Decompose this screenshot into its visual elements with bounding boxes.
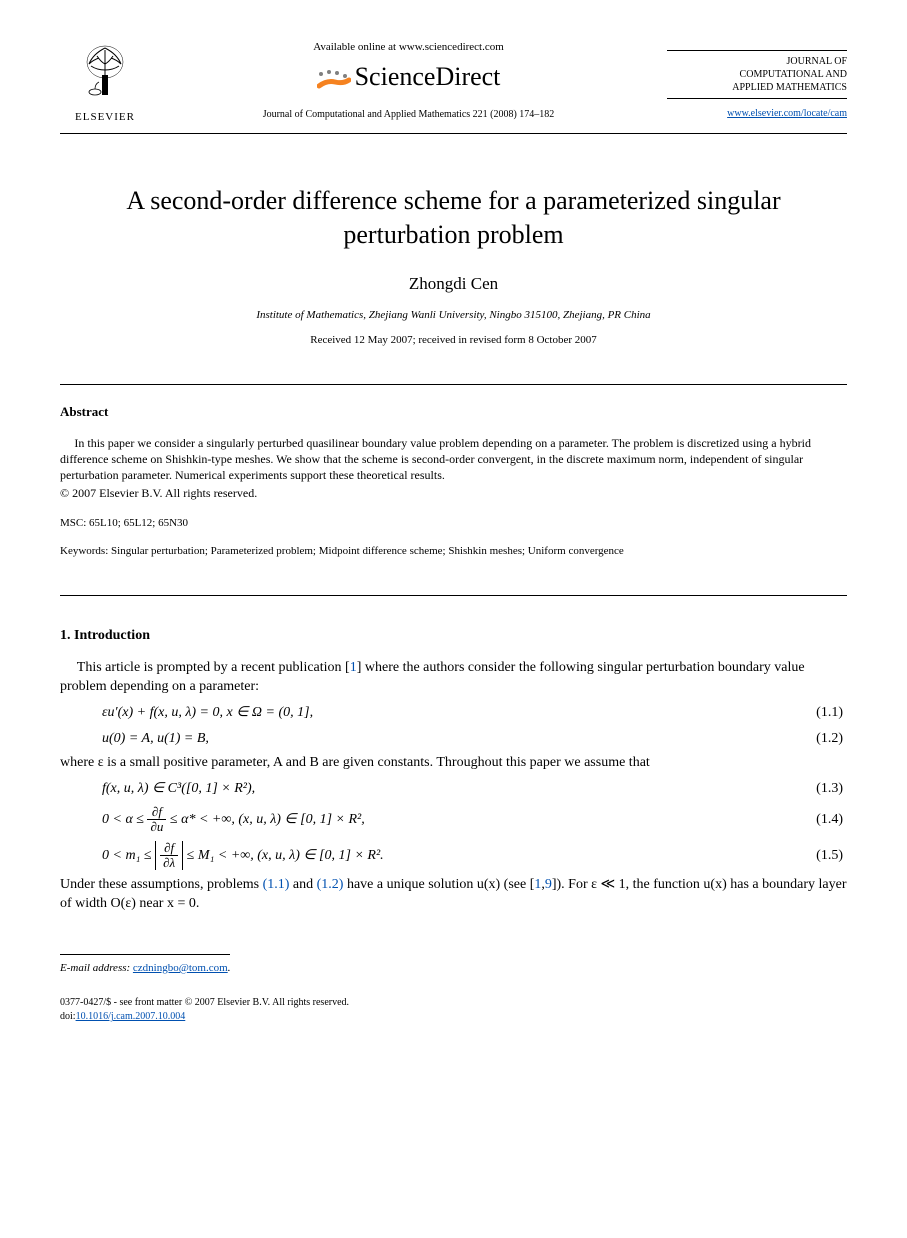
journal-name-line: APPLIED MATHEMATICS	[667, 81, 847, 99]
elsevier-label: ELSEVIER	[75, 110, 135, 125]
doi-line: doi:10.1016/j.cam.2007.10.004	[60, 1010, 847, 1024]
citation-link[interactable]: 1	[350, 660, 357, 675]
msc-codes: 65L10; 65L12; 65N30	[89, 517, 188, 529]
equation-number: (1.4)	[816, 810, 847, 830]
elsevier-logo: ELSEVIER	[60, 40, 150, 125]
article-title: A second-order difference scheme for a p…	[60, 184, 847, 252]
equation: f(x, u, λ) ∈ C³([0, 1] × R²), (1.3)	[60, 779, 847, 799]
journal-name-block: JOURNAL OF COMPUTATIONAL AND APPLIED MAT…	[667, 40, 847, 120]
msc-line: MSC: 65L10; 65L12; 65N30	[60, 516, 847, 531]
equation-content: u(0) = A, u(1) = B,	[102, 729, 816, 749]
body-paragraph: where ε is a small positive parameter, A…	[60, 754, 847, 773]
keywords-line: Keywords: Singular perturbation; Paramet…	[60, 544, 847, 559]
journal-name-line: COMPUTATIONAL AND	[667, 68, 847, 81]
body-paragraph: Under these assumptions, problems (1.1) …	[60, 876, 847, 914]
section-heading: 1. Introduction	[60, 626, 847, 646]
sd-dots-icon	[317, 68, 347, 88]
equation-content: εu′(x) + f(x, u, λ) = 0, x ∈ Ω = (0, 1],	[102, 703, 816, 723]
section-rule	[60, 595, 847, 596]
fraction: ∂f∂u	[147, 805, 166, 835]
author-name: Zhongdi Cen	[60, 272, 847, 296]
journal-reference: Journal of Computational and Applied Mat…	[170, 108, 647, 122]
journal-name-line: JOURNAL OF	[667, 50, 847, 68]
center-header: Available online at www.sciencedirect.co…	[150, 40, 667, 122]
equation-content: 0 < α ≤ ∂f∂u ≤ α* < +∞, (x, u, λ) ∈ [0, …	[102, 805, 816, 835]
keywords-label: Keywords:	[60, 545, 108, 557]
equation: 0 < α ≤ ∂f∂u ≤ α* < +∞, (x, u, λ) ∈ [0, …	[60, 805, 847, 835]
equation-ref-link[interactable]: (1.2)	[317, 877, 344, 892]
body-paragraph: This article is prompted by a recent pub…	[60, 659, 847, 697]
available-online: Available online at www.sciencedirect.co…	[170, 40, 647, 55]
equation: εu′(x) + f(x, u, λ) = 0, x ∈ Ω = (0, 1],…	[60, 703, 847, 723]
footnote-rule	[60, 954, 230, 955]
email-label: E-mail address:	[60, 962, 130, 974]
sciencedirect-logo: ScienceDirect	[170, 59, 647, 95]
keywords-text: Singular perturbation; Parameterized pro…	[111, 545, 624, 557]
fraction: ∂f∂λ	[160, 841, 178, 871]
equation: 0 < m₁ ≤ ∂f∂λ ≤ M₁ < +∞, (x, u, λ) ∈ [0,…	[60, 841, 847, 871]
sciencedirect-text: ScienceDirect	[355, 59, 501, 95]
header-rule	[60, 133, 847, 134]
author-affiliation: Institute of Mathematics, Zhejiang Wanli…	[60, 308, 847, 323]
equation-content: 0 < m₁ ≤ ∂f∂λ ≤ M₁ < +∞, (x, u, λ) ∈ [0,…	[102, 841, 816, 871]
equation-number: (1.2)	[816, 729, 847, 749]
doi-link[interactable]: 10.1016/j.cam.2007.10.004	[76, 1011, 186, 1022]
equation-ref-link[interactable]: (1.1)	[263, 877, 290, 892]
msc-label: MSC:	[60, 517, 86, 529]
email-link[interactable]: czdningbo@tom.com	[133, 962, 228, 974]
article-dates: Received 12 May 2007; received in revise…	[60, 333, 847, 348]
equation-content: f(x, u, λ) ∈ C³([0, 1] × R²),	[102, 779, 816, 799]
citation-link[interactable]: 9	[545, 877, 552, 892]
footer-info: 0377-0427/$ - see front matter © 2007 El…	[60, 996, 847, 1024]
equation-number: (1.5)	[816, 846, 847, 866]
front-matter-line: 0377-0427/$ - see front matter © 2007 El…	[60, 996, 847, 1010]
journal-header: ELSEVIER Available online at www.science…	[60, 40, 847, 125]
equation: u(0) = A, u(1) = B, (1.2)	[60, 729, 847, 749]
equation-number: (1.3)	[816, 779, 847, 799]
equation-number: (1.1)	[816, 703, 847, 723]
abstract-heading: Abstract	[60, 403, 847, 421]
email-footnote: E-mail address: czdningbo@tom.com.	[60, 961, 847, 976]
journal-url-link[interactable]: www.elsevier.com/locate/cam	[727, 108, 847, 119]
abstract-block: Abstract In this paper we consider a sin…	[60, 385, 847, 595]
abs-value: ∂f∂λ	[155, 841, 183, 871]
copyright-line: © 2007 Elsevier B.V. All rights reserved…	[60, 485, 847, 502]
abstract-text: In this paper we consider a singularly p…	[60, 435, 847, 484]
elsevier-tree-icon	[75, 40, 135, 108]
